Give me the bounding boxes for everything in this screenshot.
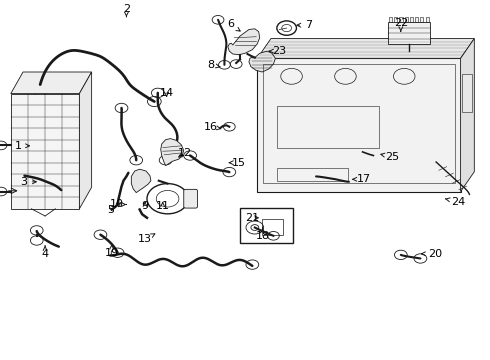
Text: 18: 18 [256,228,270,241]
Text: 9: 9 [142,201,148,211]
Bar [399,17,403,22]
Bar [394,17,397,22]
Text: 11: 11 [156,201,170,211]
Bar [262,219,283,235]
FancyBboxPatch shape [184,189,197,208]
Text: 15: 15 [229,158,246,168]
Polygon shape [131,169,151,193]
Bar [277,168,348,181]
Polygon shape [257,39,474,58]
Text: 14: 14 [160,88,173,98]
Bar [405,17,408,22]
Bar [389,17,392,22]
Bar [410,17,413,22]
Text: 6: 6 [227,19,240,31]
Text: 1: 1 [15,141,29,151]
Bar [263,64,455,183]
Text: 23: 23 [270,46,286,56]
Polygon shape [461,39,474,192]
Bar [425,17,429,22]
Text: 24: 24 [445,197,466,207]
Bar [388,22,430,44]
Text: 25: 25 [381,152,399,162]
Text: 20: 20 [421,249,442,259]
Polygon shape [228,29,260,55]
Text: 16: 16 [204,122,221,132]
Text: 22: 22 [393,18,408,31]
Polygon shape [79,72,92,209]
Bar [415,17,418,22]
Text: 13: 13 [138,234,155,244]
Polygon shape [249,51,275,72]
Bar [420,17,423,22]
Text: 8: 8 [207,60,220,70]
Bar [11,94,79,209]
Polygon shape [161,139,184,166]
Text: 17: 17 [353,174,370,184]
Text: 2: 2 [123,4,130,17]
Text: 12: 12 [178,148,192,158]
Text: 3: 3 [20,177,36,187]
Bar [257,58,461,192]
Text: 4: 4 [42,246,49,259]
Bar [277,106,379,148]
Text: 21: 21 [245,213,259,223]
Text: 7: 7 [297,20,312,30]
Text: 5: 5 [107,203,121,215]
Text: 19: 19 [105,245,119,258]
Bar [462,74,472,112]
Text: 10: 10 [110,199,126,210]
Bar [240,208,293,243]
Polygon shape [11,72,92,94]
